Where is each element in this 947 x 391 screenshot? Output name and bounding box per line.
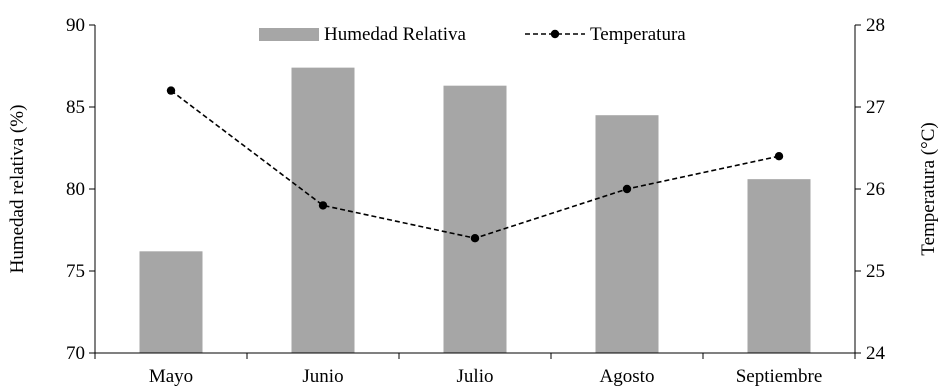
- bar-junio: [291, 67, 355, 353]
- right-tick-label: 26: [866, 179, 885, 200]
- x-tick-label: Mayo: [149, 366, 193, 387]
- legend-line-marker: [550, 29, 560, 39]
- left-axis-title: Humedad relativa (%): [7, 105, 28, 274]
- axes: 70 75 80 85 90 24 25 26 27 28 Mayo Junio Julio Agosto…: [7, 15, 939, 387]
- right-tick-label: 27: [866, 97, 885, 118]
- legend-temperature-label: Temperatura: [590, 24, 686, 45]
- left-tick-label: 80: [66, 179, 85, 200]
- temperature-point-agosto: [622, 184, 632, 194]
- x-tick-label: Junio: [302, 366, 343, 387]
- right-tick-label: 25: [866, 261, 885, 282]
- legend: Humedad Relativa Temperatura: [259, 24, 686, 45]
- bar-julio: [443, 85, 507, 354]
- legend-bar-swatch: [259, 28, 319, 41]
- legend-humidity-label: Humedad Relativa: [324, 24, 466, 45]
- temperature-point-septiembre: [774, 152, 784, 161]
- left-tick-label: 90: [66, 15, 85, 36]
- right-tick-label: 28: [866, 15, 885, 36]
- x-tick-label: Julio: [457, 366, 494, 387]
- temperature-point-junio: [318, 201, 328, 210]
- bar-series: [139, 67, 811, 354]
- temperature-point-julio: [470, 234, 480, 243]
- line-series: [166, 86, 784, 243]
- left-tick-label: 85: [66, 97, 85, 118]
- bar-septiembre: [747, 179, 811, 353]
- left-tick-label: 70: [66, 343, 85, 364]
- x-tick-label: Septiembre: [736, 366, 823, 387]
- right-tick-label: 24: [866, 343, 886, 364]
- x-tick-label: Agosto: [600, 366, 655, 387]
- right-axis-title: Temperatura (°C): [918, 122, 939, 255]
- bar-agosto: [595, 115, 659, 353]
- temperature-point-mayo: [166, 86, 176, 95]
- bar-mayo: [139, 251, 203, 353]
- left-tick-label: 75: [66, 261, 85, 282]
